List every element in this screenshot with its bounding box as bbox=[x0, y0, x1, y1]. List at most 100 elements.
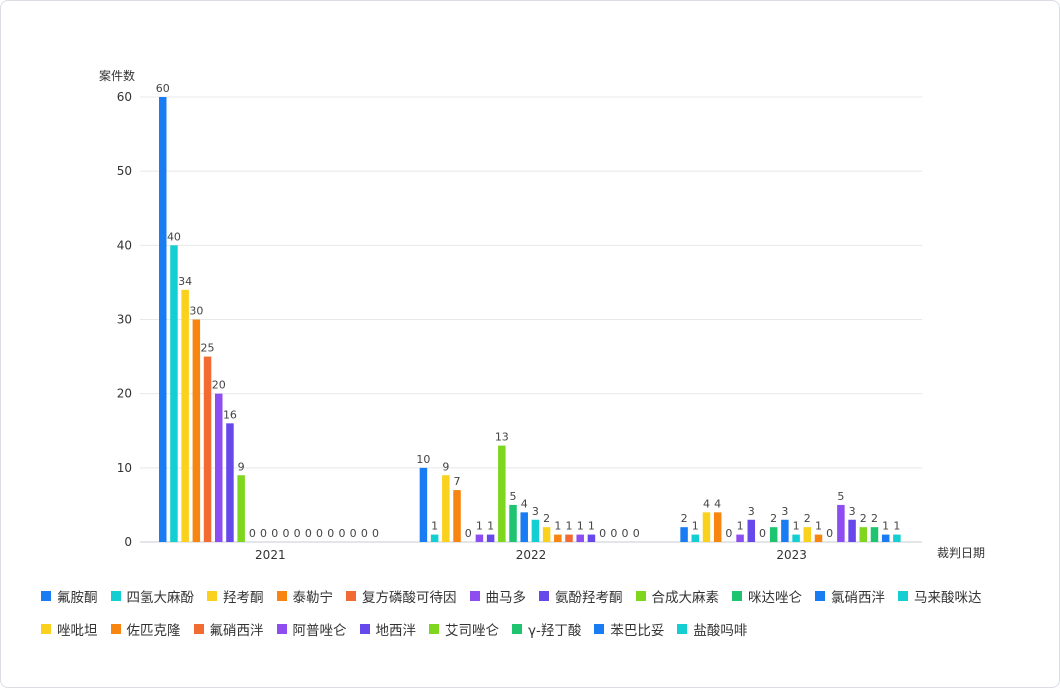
bar[interactable] bbox=[747, 519, 756, 542]
bars bbox=[159, 97, 901, 543]
legend-item[interactable]: γ-羟丁酸 bbox=[512, 618, 581, 639]
bar-value-label: 0 bbox=[372, 527, 379, 540]
bar[interactable] bbox=[691, 534, 700, 542]
legend-label: 阿普唑仑 bbox=[292, 622, 347, 639]
bar[interactable] bbox=[554, 534, 562, 542]
bar[interactable] bbox=[814, 534, 823, 542]
y-tick-label: 0 bbox=[124, 535, 132, 549]
bar-value-label: 1 bbox=[893, 520, 900, 533]
bar[interactable] bbox=[498, 445, 506, 542]
legend-item[interactable]: 氨酚羟考酮 bbox=[539, 585, 623, 606]
legend-item[interactable]: 氯硝西泮 bbox=[815, 585, 885, 606]
legend-item[interactable]: 苯巴比妥 bbox=[594, 618, 664, 639]
bar-value-label: 5 bbox=[510, 490, 517, 503]
bar[interactable] bbox=[486, 534, 495, 542]
legend-item[interactable]: 羟考酮 bbox=[207, 585, 264, 606]
bar[interactable] bbox=[587, 534, 596, 542]
bar[interactable] bbox=[237, 475, 245, 542]
bar[interactable] bbox=[576, 534, 584, 542]
bar[interactable] bbox=[181, 289, 189, 542]
bar-value-label: 0 bbox=[599, 527, 606, 540]
legend-label: 氯硝西泮 bbox=[831, 589, 885, 606]
legend-swatch bbox=[469, 590, 480, 601]
bar[interactable] bbox=[859, 527, 868, 542]
bar[interactable] bbox=[792, 534, 800, 542]
bar-value-label: 0 bbox=[622, 527, 629, 540]
bar[interactable] bbox=[192, 319, 201, 543]
legend-item[interactable]: 复方磷酸可待因 bbox=[346, 585, 457, 606]
bar-value-label: 16 bbox=[223, 408, 237, 421]
bar[interactable] bbox=[170, 245, 178, 543]
bar[interactable] bbox=[419, 467, 428, 542]
legend-label: 唑吡坦 bbox=[57, 622, 98, 639]
legend-item[interactable]: 盐酸吗啡 bbox=[677, 618, 747, 639]
bar[interactable] bbox=[226, 423, 234, 542]
bar-value-label: 0 bbox=[338, 527, 345, 540]
legend-item[interactable]: 佐匹克隆 bbox=[110, 618, 181, 639]
bar-value-label: 0 bbox=[294, 527, 301, 540]
bar[interactable] bbox=[203, 356, 212, 542]
bar-value-label: 1 bbox=[431, 520, 438, 533]
legend-item[interactable]: 马来酸咪达 bbox=[898, 585, 982, 606]
bar-value-label: 10 bbox=[416, 453, 430, 466]
bar-value-label: 1 bbox=[487, 520, 494, 533]
legend-label: 咪达唑仑 bbox=[748, 589, 802, 606]
bar-value-label: 0 bbox=[305, 527, 312, 540]
bar-value-label: 2 bbox=[860, 512, 867, 525]
bar[interactable] bbox=[442, 475, 450, 542]
legend-item[interactable]: 氟硝西泮 bbox=[193, 618, 264, 639]
legend-item[interactable]: 艾司唑仑 bbox=[429, 618, 499, 639]
bar[interactable] bbox=[893, 534, 901, 542]
bar[interactable] bbox=[215, 393, 223, 542]
x-axis-ticks: 2021 2022 2023 bbox=[255, 548, 807, 562]
legend-swatch bbox=[635, 590, 646, 601]
bar[interactable] bbox=[542, 527, 551, 542]
bar[interactable] bbox=[430, 534, 439, 542]
bar-value-label: 3 bbox=[532, 505, 539, 518]
bar-value-label: 0 bbox=[260, 527, 267, 540]
legend-swatch bbox=[539, 590, 549, 601]
bar-value-label: 1 bbox=[815, 520, 822, 533]
legend-item[interactable]: 咪达唑仑 bbox=[732, 585, 802, 606]
bar[interactable] bbox=[453, 490, 461, 542]
bar[interactable] bbox=[159, 97, 167, 542]
bar-value-label: 7 bbox=[454, 475, 461, 488]
legend-swatch bbox=[677, 623, 688, 634]
legend-item[interactable]: 地西泮 bbox=[359, 618, 416, 639]
bar[interactable] bbox=[565, 534, 573, 542]
bar[interactable] bbox=[520, 512, 528, 542]
bar[interactable] bbox=[713, 512, 722, 542]
bar[interactable] bbox=[837, 504, 845, 542]
y-tick-label: 40 bbox=[117, 238, 132, 252]
bar-value-label: 40 bbox=[167, 230, 181, 243]
y-tick-label: 10 bbox=[117, 461, 132, 475]
bar[interactable] bbox=[736, 534, 744, 542]
legend-swatch bbox=[276, 590, 287, 601]
bar[interactable] bbox=[803, 527, 812, 542]
bar[interactable] bbox=[769, 527, 778, 542]
x-tick-label: 2021 bbox=[255, 548, 286, 562]
legend-item[interactable]: 唑吡坦 bbox=[41, 618, 98, 639]
bar[interactable] bbox=[702, 512, 711, 542]
legend-label: 合成大麻素 bbox=[651, 589, 720, 606]
legend-item[interactable]: 阿普唑仑 bbox=[276, 618, 347, 639]
legend-label: 四氢大麻酚 bbox=[126, 589, 195, 606]
bar[interactable] bbox=[881, 534, 890, 542]
bar[interactable] bbox=[870, 527, 879, 542]
bar[interactable] bbox=[531, 519, 540, 542]
bar[interactable] bbox=[509, 504, 517, 542]
legend-item[interactable]: 氟胺酮 bbox=[41, 585, 98, 606]
legend-swatch bbox=[732, 590, 742, 601]
bar[interactable] bbox=[680, 527, 688, 542]
y-tick-label: 20 bbox=[117, 387, 132, 401]
legend-item[interactable]: 四氢大麻酚 bbox=[110, 585, 195, 606]
bar[interactable] bbox=[475, 534, 484, 542]
bar-value-label: 20 bbox=[212, 379, 226, 392]
legend-item[interactable]: 泰勒宁 bbox=[276, 585, 333, 606]
bar[interactable] bbox=[781, 519, 789, 542]
bar[interactable] bbox=[848, 519, 856, 542]
bar-value-label: 9 bbox=[238, 460, 245, 473]
bar-value-label: 4 bbox=[714, 497, 721, 510]
legend-item[interactable]: 曲马多 bbox=[469, 585, 526, 606]
legend-item[interactable]: 合成大麻素 bbox=[635, 585, 720, 606]
